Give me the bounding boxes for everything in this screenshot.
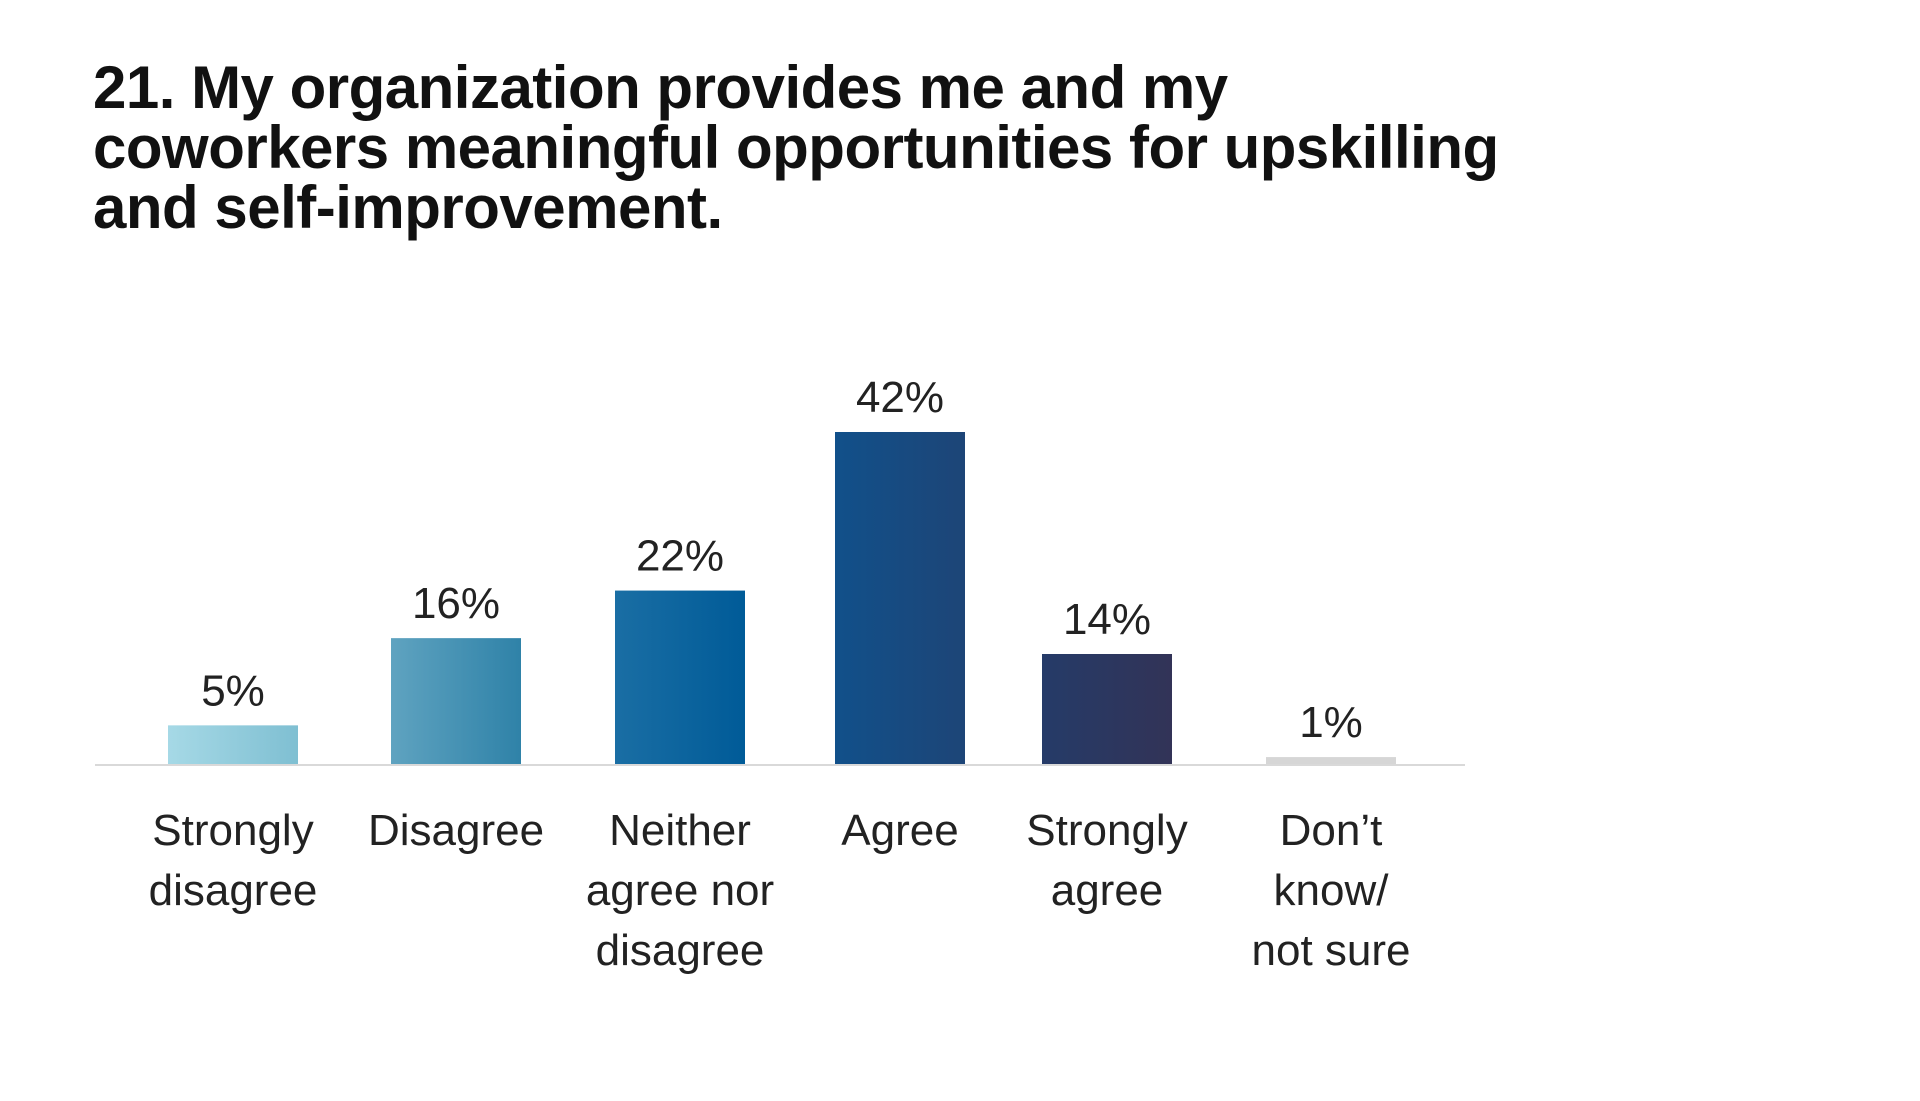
category-label: Strongly disagree bbox=[149, 806, 318, 915]
bar bbox=[615, 590, 745, 765]
chart-title-line: 21. My organization provides me and my bbox=[93, 54, 1228, 121]
value-label: 14% bbox=[1063, 595, 1151, 644]
category-label-line: not sure bbox=[1252, 926, 1411, 975]
chart-title: 21. My organization provides me and my c… bbox=[93, 58, 1593, 238]
value-label: 1% bbox=[1299, 698, 1363, 747]
bars-layer bbox=[168, 432, 1396, 765]
category-label-line: Disagree bbox=[368, 806, 544, 855]
labels-layer: 5% Strongly disagree 16% Disagree 22% Neither a… bbox=[149, 373, 1411, 975]
category-label-line: know/ bbox=[1274, 866, 1390, 915]
category-label-line: agree bbox=[1051, 866, 1164, 915]
category-label: Don’t know/not sure bbox=[1252, 806, 1411, 975]
category-label-line: Strongly bbox=[152, 806, 313, 855]
chart-title-line: coworkers meaningful opportunities for u… bbox=[93, 114, 1499, 181]
value-label: 22% bbox=[636, 532, 724, 581]
category-label-line: agree nor bbox=[586, 866, 774, 915]
category-label: Agree bbox=[841, 806, 958, 855]
value-label: 16% bbox=[412, 579, 500, 628]
value-label: 5% bbox=[201, 666, 265, 715]
category-label-line: Agree bbox=[841, 806, 958, 855]
category-label-line: Strongly bbox=[1026, 806, 1187, 855]
bar bbox=[168, 725, 298, 765]
category-label: Strongly agree bbox=[1026, 806, 1187, 915]
value-label: 42% bbox=[856, 373, 944, 422]
category-label-line: Neither bbox=[609, 806, 751, 855]
chart-title-line: and self-improvement. bbox=[93, 174, 723, 241]
bar bbox=[835, 432, 965, 765]
category-label: Neither agree nor disagree bbox=[586, 806, 774, 975]
bar bbox=[391, 638, 521, 765]
category-label-line: disagree bbox=[149, 866, 318, 915]
bar bbox=[1266, 757, 1396, 765]
category-label-line: Don’t bbox=[1280, 806, 1383, 855]
bar bbox=[1042, 654, 1172, 765]
category-label: Disagree bbox=[368, 806, 544, 855]
category-label-line: disagree bbox=[596, 926, 765, 975]
